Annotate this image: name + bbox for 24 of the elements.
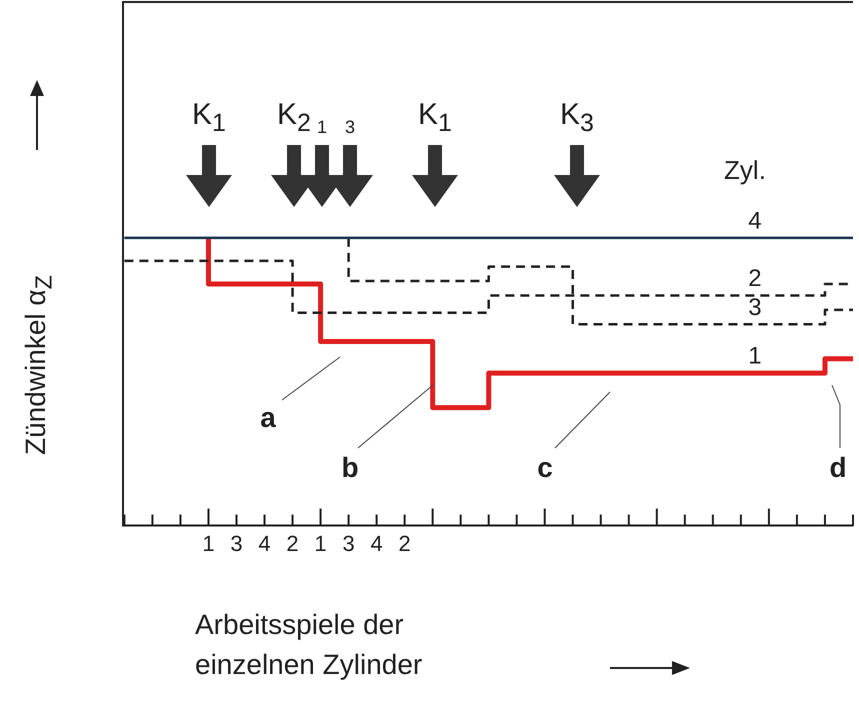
x-tick-label: 4 [258, 530, 271, 556]
series-label: 3 [748, 294, 762, 321]
x-tick-label: 2 [398, 530, 411, 556]
annotation: c [536, 452, 554, 483]
annotation: b [340, 452, 360, 483]
text: K$_{2}$ [277, 98, 311, 137]
text: K$_{1}$ [191, 98, 227, 137]
x-axis-title: Arbeitsspiele der einzelnen Zylinder [195, 608, 424, 682]
x-tick-label: 2 [286, 530, 299, 556]
text: Zyl. [723, 155, 767, 185]
annotation: a [259, 402, 277, 433]
x-tick-label: 4 [370, 530, 383, 556]
x-tick-label: 1 [202, 530, 215, 556]
series-label: 2 [748, 265, 762, 292]
x-tick-label: 3 [342, 530, 355, 556]
series-label: 1 [748, 342, 762, 370]
annotation: d [828, 452, 848, 483]
x-tick-label: 1 [314, 530, 327, 556]
x-tick-label: 3 [230, 530, 243, 556]
series-label: 4 [748, 208, 762, 235]
text: K$_{3}$ [559, 98, 595, 137]
text: 3 [344, 117, 355, 137]
text: K$_{1}$ [417, 98, 453, 137]
text: 1 [316, 117, 327, 137]
